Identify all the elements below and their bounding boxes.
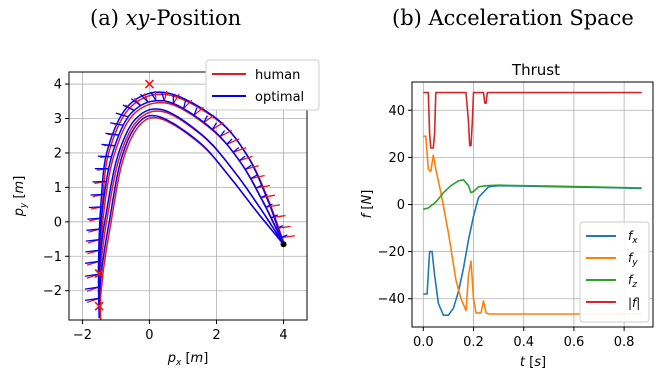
thrust-arrows (84, 90, 296, 304)
thrust-arrow-human (232, 146, 247, 153)
thrust-arrow-optimal (232, 146, 240, 153)
ticks-a: −2 0 2 4 −2 −1 0 1 2 3 4 (43, 78, 288, 343)
end-point-marker (280, 241, 287, 248)
thrust-arrow-optimal (265, 203, 273, 208)
thrust-arrow-optimal (150, 91, 157, 101)
thrust-arrow-optimal (105, 132, 119, 136)
thrust-arrow-optimal (85, 238, 100, 242)
thrust-arrow-optimal (84, 286, 100, 290)
trajectory-lines (97, 91, 286, 321)
thrust-arrow-optimal (139, 93, 149, 103)
thrust-arrow-optimal (85, 297, 100, 302)
thrust-arrow-optimal (84, 260, 100, 264)
legend-label-optimal: optimal (255, 90, 304, 105)
thrust-arrow-human (212, 121, 224, 130)
tick-label-y: 4 (54, 78, 62, 93)
legend-label-human: human (255, 68, 300, 83)
thrust-arrow-human (203, 114, 215, 123)
legend-box-a (205, 59, 320, 111)
trajectory-human (99, 116, 286, 297)
tick-label-y: 0 (54, 215, 62, 230)
thrust-arrow-optimal (110, 122, 124, 126)
trajectory-optimal (97, 91, 285, 319)
thrust-arrow-human (244, 164, 259, 171)
thrust-arrow-human (163, 90, 168, 102)
trajectory-markers (94, 79, 287, 311)
thrust-arrow-optimal (182, 100, 187, 109)
thrust-arrow-optimal (260, 193, 268, 199)
thrust-arrow-human (183, 99, 193, 110)
tick-label-y: 1 (54, 181, 62, 196)
thrust-arrow-human (172, 93, 180, 104)
thrust-arrow-optimal (226, 138, 233, 145)
thrust-arrow-optimal (90, 193, 105, 196)
thrust-arrow-optimal (87, 217, 102, 220)
x-axis-label-a: px [m] (167, 351, 209, 368)
thrust-arrow-human (219, 129, 233, 138)
thrust-arrow-optimal (122, 104, 135, 111)
thrust-arrow-optimal (238, 155, 246, 162)
thrust-arrow-human (226, 138, 240, 145)
tick-label-x: 0 (145, 328, 153, 343)
thrust-arrow-human (154, 90, 157, 101)
grid-a (69, 72, 307, 320)
thrust-arrow-optimal (130, 98, 142, 107)
thrust-arrow-optimal (203, 115, 208, 123)
trajectory-optimal (98, 108, 285, 274)
thrust-arrow-optimal (275, 225, 284, 230)
tick-label-x: 2 (212, 328, 220, 343)
cross-marker (144, 79, 155, 89)
thrust-arrow-optimal (85, 249, 100, 253)
legend-a: human optimal (205, 59, 320, 111)
thrust-arrow-optimal (101, 143, 115, 147)
tick-label-y: −1 (43, 250, 62, 265)
thrust-arrow-human (250, 174, 265, 180)
thrust-arrow-optimal (97, 155, 112, 158)
tick-label-y: 3 (54, 112, 62, 127)
thrust-arrow-optimal (115, 112, 129, 118)
trajectory-optimal (98, 114, 285, 295)
thrust-arrow-optimal (255, 184, 263, 189)
cross-marker (94, 268, 104, 279)
cross-marker (94, 301, 104, 311)
thrust-arrow-optimal (88, 206, 103, 209)
y-axis-label-a: py [m] (12, 176, 29, 218)
thrust-arrow-human (193, 106, 204, 116)
thrust-arrow-optimal (270, 214, 279, 219)
thrust-arrow-optimal (161, 91, 165, 102)
trajectory-human (99, 110, 286, 276)
thrust-arrow-optimal (211, 122, 217, 130)
thrust-arrow-optimal (244, 164, 252, 170)
thrust-arrow-optimal (219, 130, 226, 137)
axes-frame-a (68, 71, 308, 321)
tick-label-y: −2 (43, 284, 62, 299)
thrust-arrow-optimal (193, 107, 198, 116)
thrust-arrow-optimal (280, 234, 288, 239)
thrust-arrow-optimal (86, 228, 101, 231)
thrust-arrow-human (239, 155, 253, 162)
tick-label-x: 4 (279, 328, 287, 343)
tick-label-y: 2 (54, 146, 62, 161)
tick-label-x: −2 (73, 328, 92, 343)
panel-a-title: (a) xy-Position (90, 6, 242, 30)
panel-b-title: (b) Acceleration Space (392, 6, 634, 30)
thrust-arrow-optimal (250, 174, 258, 180)
thrust-arrow-optimal (84, 273, 100, 277)
